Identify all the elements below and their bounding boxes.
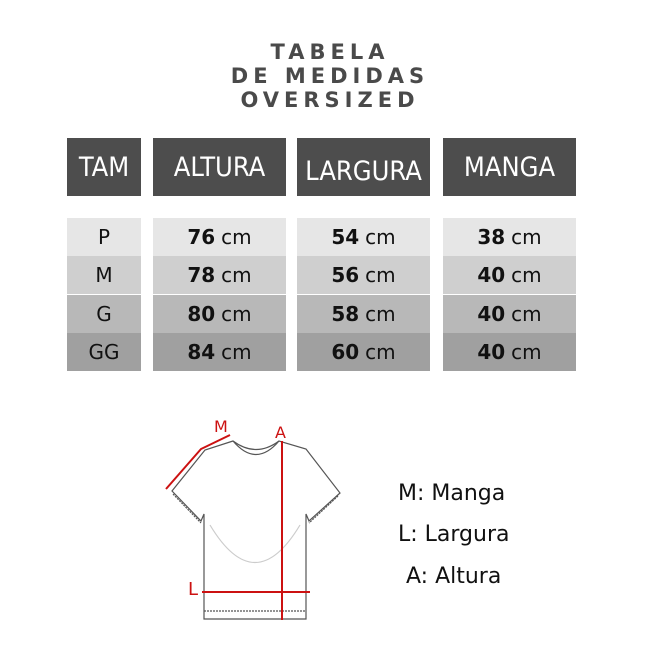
cell-altura: 84 cm — [153, 332, 286, 371]
unit: cm — [221, 225, 252, 249]
cell-size: P — [67, 218, 141, 256]
label-l: L — [188, 579, 198, 600]
cell-manga: 40 cm — [443, 332, 576, 371]
measure-value: 84 — [187, 339, 216, 364]
cell-altura: 80 cm — [153, 294, 286, 333]
measure-value: 78 — [187, 263, 216, 288]
cell-altura: 76 cm — [153, 218, 286, 256]
title-line-1: TABELA — [270, 40, 390, 64]
tshirt-outline-icon — [171, 440, 341, 620]
header-tam: TAM — [67, 138, 141, 196]
unit: cm — [365, 339, 396, 364]
unit: cm — [365, 301, 396, 326]
measure-value: 40 — [477, 339, 506, 364]
legend-largura: L: Largura — [398, 522, 510, 547]
header-largura: LARGURA — [297, 138, 430, 196]
label-m: M — [214, 417, 228, 436]
cell-altura: 78 cm — [153, 256, 286, 295]
cell-manga: 40 cm — [443, 256, 576, 295]
cell-manga: 38 cm — [443, 218, 576, 256]
cell-manga: 40 cm — [443, 294, 576, 333]
measure-value: 76 — [187, 225, 216, 249]
unit: cm — [221, 263, 252, 288]
measure-value: 40 — [477, 263, 506, 288]
unit: cm — [511, 339, 542, 364]
measure-value: 40 — [477, 301, 506, 326]
unit: cm — [511, 263, 542, 288]
measure-value: 80 — [187, 301, 216, 326]
unit: cm — [221, 339, 252, 364]
cell-size: G — [67, 294, 141, 333]
title-line-2: DE MEDIDAS — [230, 64, 430, 88]
cell-largura: 56 cm — [297, 256, 430, 295]
measure-value: 58 — [331, 301, 360, 326]
legend-altura: A: Altura — [406, 564, 502, 589]
unit: cm — [365, 225, 396, 249]
header-manga: MANGA — [443, 138, 576, 196]
cell-largura: 54 cm — [297, 218, 430, 256]
unit: cm — [511, 301, 542, 326]
title-line-3: OVERSIZED — [240, 88, 420, 112]
header-altura: ALTURA — [153, 138, 286, 196]
label-a: A — [275, 423, 286, 442]
cell-size: M — [67, 256, 141, 295]
legend-manga: M: Manga — [398, 481, 506, 506]
size-label: P — [97, 225, 111, 249]
measure-value: 38 — [477, 225, 506, 249]
size-label: GG — [88, 339, 120, 364]
manga-line — [165, 434, 231, 490]
unit: cm — [511, 225, 542, 249]
unit: cm — [221, 301, 252, 326]
size-label: G — [96, 301, 112, 326]
measure-value: 60 — [331, 339, 360, 364]
measure-value: 56 — [331, 263, 360, 288]
measure-value: 54 — [331, 225, 360, 249]
size-label: M — [95, 263, 113, 288]
cell-size: GG — [67, 332, 141, 371]
cell-largura: 58 cm — [297, 294, 430, 333]
measure-lines — [165, 434, 310, 620]
unit: cm — [365, 263, 396, 288]
cell-largura: 60 cm — [297, 332, 430, 371]
